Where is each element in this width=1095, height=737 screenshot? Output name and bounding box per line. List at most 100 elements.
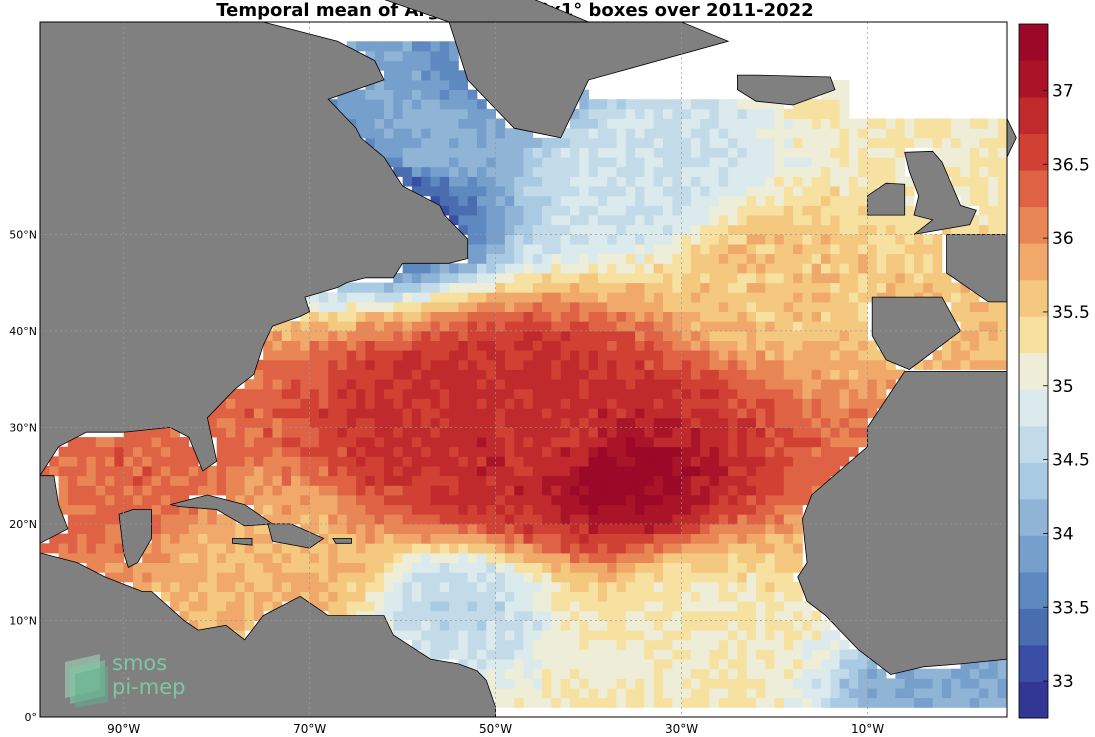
sss-cell — [848, 234, 859, 245]
sss-cell — [170, 543, 180, 554]
sss-cell — [58, 495, 69, 506]
sss-cell — [895, 157, 906, 168]
sss-cell — [281, 552, 292, 563]
sss-cell — [709, 688, 720, 699]
sss-cell — [402, 562, 413, 573]
sss-cell — [532, 137, 543, 148]
sss-cell — [625, 166, 636, 177]
sss-cell — [570, 292, 580, 303]
sss-cell — [402, 359, 413, 370]
sss-cell — [969, 678, 980, 689]
sss-cell — [198, 591, 208, 602]
sss-cell — [532, 195, 543, 206]
sss-cell — [346, 350, 357, 361]
sss-cell — [765, 639, 775, 650]
sss-cell — [653, 350, 664, 361]
sss-cell — [588, 253, 599, 264]
sss-cell — [756, 572, 766, 583]
sss-cell — [272, 591, 283, 602]
sss-cell — [430, 51, 441, 62]
sss-cell — [467, 639, 478, 650]
sss-cell — [663, 572, 673, 583]
sss-cell — [374, 475, 385, 486]
sss-cell — [514, 543, 524, 554]
sss-cell — [346, 552, 357, 563]
sss-cell — [672, 301, 682, 312]
sss-cell — [858, 340, 868, 351]
sss-cell — [374, 89, 385, 100]
sss-cell — [188, 562, 199, 573]
sss-cell — [514, 301, 524, 312]
sss-cell — [579, 688, 589, 699]
sss-cell — [170, 591, 180, 602]
sss-cell — [886, 147, 896, 158]
sss-cell — [467, 572, 478, 583]
sss-cell — [737, 186, 748, 197]
sss-cell — [328, 495, 338, 506]
sss-cell — [393, 552, 403, 563]
sss-cell — [356, 359, 366, 370]
sss-cell — [821, 205, 831, 216]
sss-cell — [607, 495, 617, 506]
sss-cell — [430, 301, 441, 312]
sss-cell — [449, 437, 459, 448]
sss-cell — [914, 282, 924, 293]
sss-cell — [681, 591, 692, 602]
sss-cell — [253, 427, 264, 438]
sss-cell — [653, 195, 664, 206]
sss-cell — [402, 60, 413, 71]
sss-cell — [170, 552, 180, 563]
sss-cell — [932, 688, 943, 699]
sss-cell — [495, 620, 506, 631]
sss-cell — [728, 350, 738, 361]
sss-cell — [811, 215, 822, 226]
sss-cell — [579, 273, 589, 284]
sss-cell — [356, 330, 366, 341]
sss-cell — [997, 688, 1008, 699]
sss-cell — [607, 437, 617, 448]
sss-cell — [774, 639, 785, 650]
sss-cell — [821, 398, 831, 409]
sss-cell — [570, 147, 580, 158]
sss-cell — [663, 417, 673, 428]
sss-cell — [793, 630, 803, 641]
sss-cell — [402, 572, 413, 583]
sss-cell — [746, 321, 757, 332]
sss-cell — [737, 620, 748, 631]
sss-cell — [607, 99, 617, 110]
sss-cell — [765, 572, 775, 583]
sss-cell — [570, 166, 580, 177]
sss-cell — [774, 610, 785, 621]
sss-cell — [635, 668, 645, 679]
sss-cell — [783, 408, 794, 419]
sss-cell — [504, 533, 515, 544]
sss-cell — [830, 282, 840, 293]
sss-cell — [402, 147, 413, 158]
sss-cell — [374, 340, 385, 351]
sss-cell — [728, 649, 738, 660]
sss-cell — [477, 157, 487, 168]
sss-cell — [579, 147, 589, 158]
sss-cell — [774, 128, 785, 139]
sss-cell — [179, 504, 190, 515]
colorbar-tick-label: 33 — [1052, 672, 1074, 692]
sss-cell — [765, 388, 775, 399]
sss-cell — [783, 137, 794, 148]
sss-cell — [858, 176, 868, 187]
sss-cell — [570, 359, 580, 370]
sss-cell — [802, 427, 813, 438]
sss-cell — [607, 639, 617, 650]
sss-cell — [635, 292, 645, 303]
sss-cell — [681, 273, 692, 284]
sss-cell — [439, 282, 450, 293]
sss-cell — [467, 388, 478, 399]
sss-cell — [449, 157, 459, 168]
sss-cell — [635, 282, 645, 293]
sss-cell — [867, 176, 878, 187]
sss-cell — [858, 186, 868, 197]
sss-cell — [821, 330, 831, 341]
sss-cell — [328, 523, 338, 534]
sss-cell — [374, 552, 385, 563]
sss-cell — [328, 369, 338, 380]
sss-cell — [672, 649, 682, 660]
